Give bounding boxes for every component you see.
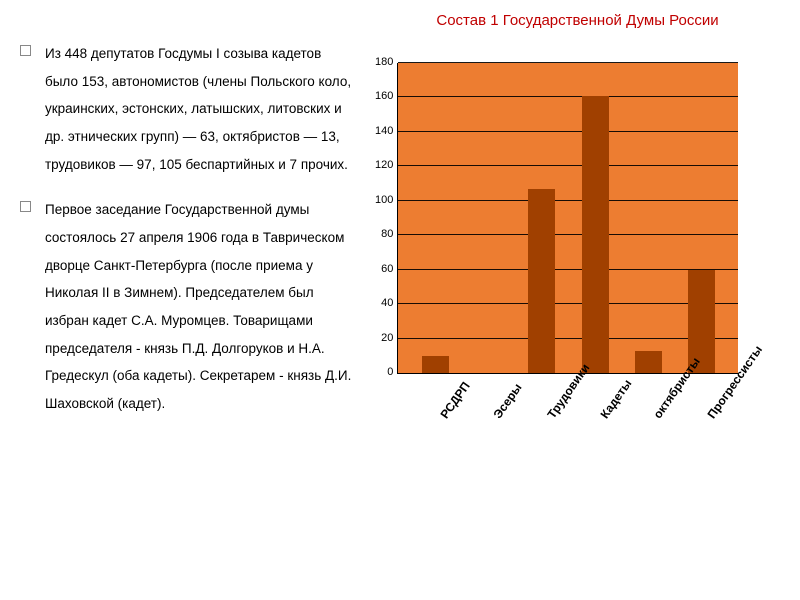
x-tick-label: РСДРП [438, 391, 465, 421]
chart-bar [635, 351, 662, 373]
x-tick-label: Кадеты [598, 391, 625, 421]
y-tick: 60 [381, 263, 393, 275]
x-tick-label: Эсеры [491, 391, 518, 421]
y-tick: 160 [375, 90, 393, 102]
bullet-marker-icon [20, 45, 31, 56]
chart-bar [422, 356, 449, 373]
list-item: Первое заседание Государственной думы со… [20, 196, 355, 417]
x-tick-label: Прогрессисты [704, 391, 731, 421]
page-root: Из 448 депутатов Госдумы I созыва кадето… [0, 0, 800, 600]
chart-plot-area [397, 63, 738, 374]
y-axis: 180 160 140 120 100 80 60 40 20 0 [375, 56, 397, 378]
bullet-marker-icon [20, 201, 31, 212]
x-tick-label: октябристы [651, 391, 678, 421]
y-tick: 100 [375, 194, 393, 206]
y-tick: 80 [381, 228, 393, 240]
bars-container [398, 63, 738, 373]
chart-title: Состав 1 Государственной Думы России [375, 12, 780, 29]
chart-wrap: 180 160 140 120 100 80 60 40 20 0 [375, 63, 780, 378]
list-item: Из 448 депутатов Госдумы I созыва кадето… [20, 40, 355, 178]
y-tick: 20 [381, 332, 393, 344]
chart-column: Состав 1 Государственной Думы России 180… [375, 12, 780, 590]
y-tick: 40 [381, 297, 393, 309]
text-column: Из 448 депутатов Госдумы I созыва кадето… [20, 12, 375, 590]
x-tick-label: Трудовики [544, 391, 571, 421]
x-axis: РСДРПЭсерыТрудовикиКадетыоктябристыПрогр… [403, 383, 743, 397]
bullet-text: Первое заседание Государственной думы со… [45, 196, 355, 417]
y-tick: 0 [387, 366, 393, 378]
y-tick: 140 [375, 125, 393, 137]
y-tick: 120 [375, 159, 393, 171]
bullet-text: Из 448 депутатов Госдумы I созыва кадето… [45, 40, 355, 178]
chart-bar [582, 96, 609, 373]
y-tick: 180 [375, 56, 393, 68]
chart-bar [528, 189, 555, 373]
